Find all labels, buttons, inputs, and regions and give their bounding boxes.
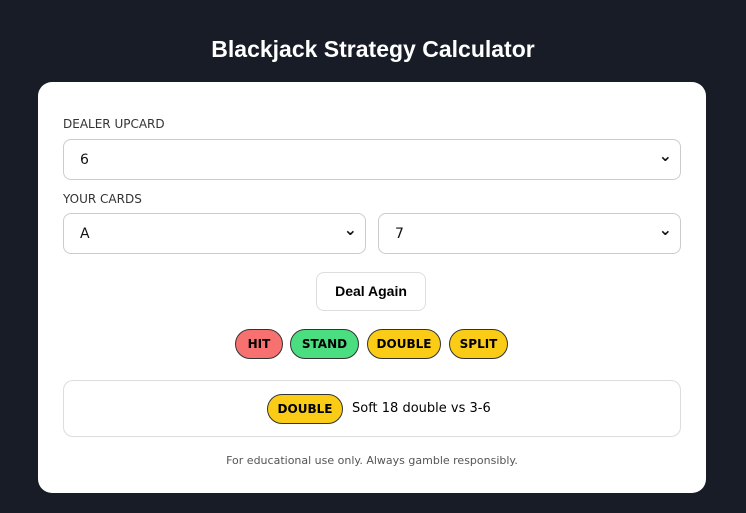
label: YOUR CARDS (63, 192, 142, 206)
label: DEALER UPCARD (63, 117, 165, 131)
card-select[interactable]: 7 (378, 213, 681, 254)
title: Blackjack Strategy Calculator (211, 36, 535, 62)
action-pill: DOUBLE (367, 329, 441, 359)
deal-button[interactable]: Deal Again (316, 272, 426, 311)
action-pill: HIT (235, 329, 283, 359)
result-box: DOUBLE Soft 18 double vs 3-6 (63, 380, 681, 437)
dealer-select[interactable]: 6 (63, 139, 681, 180)
action-pill: SPLIT (449, 329, 508, 359)
result-text: Soft 18 double vs 3-6 (352, 401, 491, 416)
action-pill: STAND (290, 329, 359, 359)
panel: DEALER UPCARD 6 YOUR CARDS A 7 Deal Agai… (38, 82, 706, 493)
footer: For educational use only. Always gamble … (226, 454, 518, 467)
card-select[interactable]: A (63, 213, 366, 254)
result-pill: DOUBLE (267, 394, 343, 424)
